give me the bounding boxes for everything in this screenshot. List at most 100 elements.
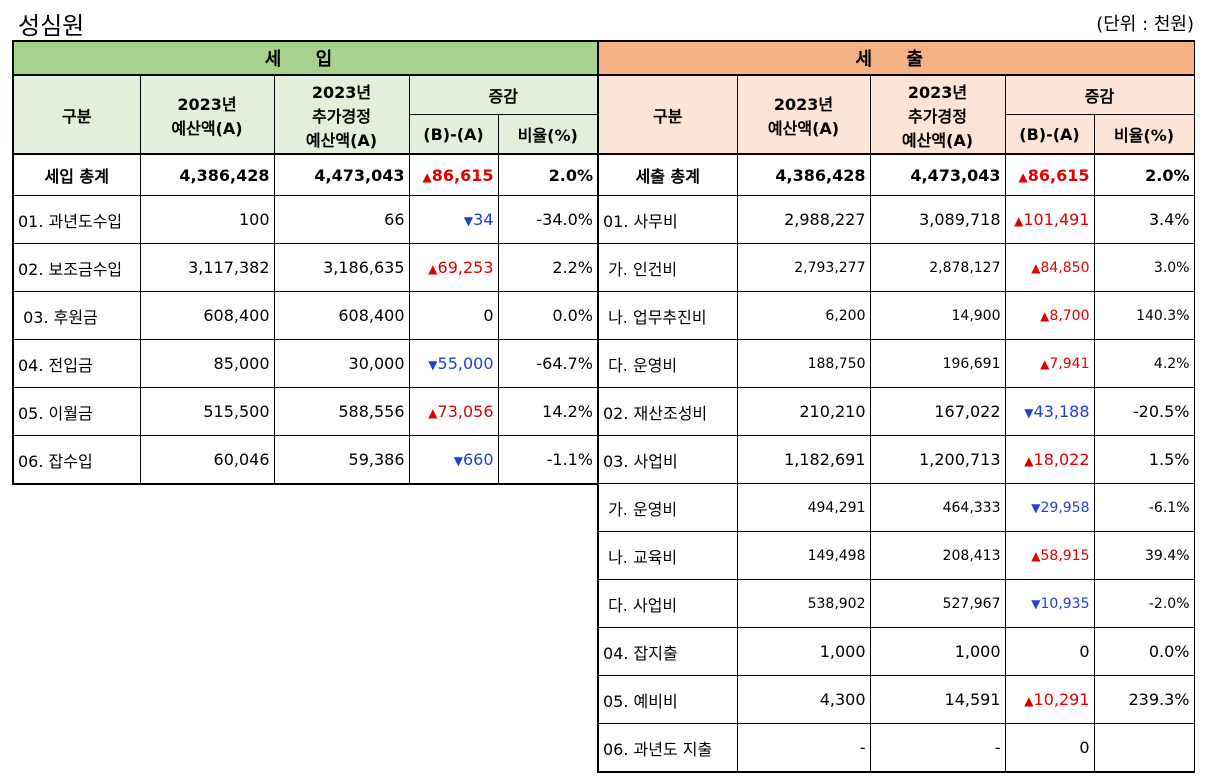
unit-label: (단위 : 천원) (1096, 14, 1194, 35)
row-diff: ▼10,935 (1004, 579, 1095, 628)
change-value: 7,941 (1049, 355, 1090, 372)
row-budget: 60,046 (139, 435, 275, 485)
table-row: 02. 재산조성비 210,210 167,022 ▼43,188 -20.5% (597, 387, 1195, 436)
increase-arrow-icon: ▲ (428, 262, 438, 276)
row-supp: 59,386 (273, 435, 410, 485)
table-row: 02. 보조금수입 3,117,382 3,186,635 ▲69,253 2.2% (12, 243, 599, 292)
row-ratio: -6.1% (1093, 483, 1195, 532)
change-value: 69,253 (437, 258, 494, 277)
income-header: 세 입 (12, 40, 599, 76)
row-ratio: -1.1% (497, 435, 599, 485)
change-value: 58,915 (1040, 547, 1090, 564)
row-label: 05. 이월금 (12, 387, 141, 436)
col-category: 구분 (12, 74, 141, 155)
row-ratio: 39.4% (1093, 531, 1195, 580)
row-diff: ▲101,491 (1004, 195, 1095, 244)
row-budget: 210,210 (736, 387, 871, 436)
row-label: 다. 사업비 (597, 579, 738, 628)
increase-arrow-icon: ▲ (1024, 454, 1034, 468)
change-value: 8,700 (1049, 307, 1090, 324)
row-ratio: 4.2% (1093, 339, 1195, 388)
row-ratio: 239.3% (1093, 675, 1195, 724)
row-diff: ▲7,941 (1004, 339, 1095, 388)
row-budget: 4,386,428 (139, 153, 275, 196)
col-diff: (B)-(A) (1004, 114, 1095, 155)
row-ratio: 1.5% (1093, 435, 1195, 484)
income-table: 세 입 구분 2023년 예산액(A) 2023년 추가경정 예산액(A) 증감 (B… (12, 40, 599, 485)
row-supp: 14,900 (869, 291, 1006, 340)
row-label: 가. 인건비 (597, 243, 738, 292)
row-supp: 527,967 (869, 579, 1006, 628)
col-supp: 2023년 추가경정 예산액(A) (273, 74, 410, 155)
increase-arrow-icon: ▲ (1014, 214, 1024, 228)
row-diff: 0 (1004, 627, 1095, 676)
row-label: 04. 전입금 (12, 339, 141, 388)
decrease-arrow-icon: ▼ (428, 358, 438, 372)
row-diff: ▲84,850 (1004, 243, 1095, 292)
row-diff: ▼43,188 (1004, 387, 1095, 436)
decrease-arrow-icon: ▼ (463, 214, 474, 228)
row-diff: ▼660 (408, 435, 499, 485)
row-diff: ▲86,615 (408, 153, 499, 196)
row-ratio (1093, 723, 1195, 773)
row-label: 01. 과년도수입 (12, 195, 141, 244)
income-total-row: 세입 총계 4,386,428 4,473,043 ▲86,615 2.0% (12, 153, 599, 196)
row-budget: 2,793,277 (736, 243, 871, 292)
row-budget: 608,400 (139, 291, 275, 340)
row-ratio: 0.0% (497, 291, 599, 340)
row-label: 03. 후원금 (12, 291, 141, 340)
row-label: 나. 교육비 (597, 531, 738, 580)
row-label: 01. 사무비 (597, 195, 738, 244)
col-budget: 2023년 예산액(A) (736, 74, 871, 155)
table-row: 다. 사업비 538,902 527,967 ▼10,935 -2.0% (597, 579, 1195, 628)
row-ratio: 2.0% (1093, 153, 1195, 196)
row-supp: 2,878,127 (869, 243, 1006, 292)
row-budget: - (736, 723, 871, 773)
row-label: 06. 잡수입 (12, 435, 141, 485)
row-budget: 1,000 (736, 627, 871, 676)
row-label: 가. 운영비 (597, 483, 738, 532)
col-supp: 2023년 추가경정 예산액(A) (869, 74, 1006, 155)
change-value: 0 (483, 306, 494, 325)
row-label: 세입 총계 (12, 153, 141, 196)
change-value: 86,615 (431, 165, 494, 185)
row-ratio: -2.0% (1093, 579, 1195, 628)
change-value: 101,491 (1023, 210, 1090, 229)
change-value: 10,291 (1033, 690, 1090, 709)
table-row: 01. 과년도수입 100 66 ▼34 -34.0% (12, 195, 599, 244)
row-ratio: 14.2% (497, 387, 599, 436)
row-diff: ▼29,958 (1004, 483, 1095, 532)
row-label: 다. 운영비 (597, 339, 738, 388)
change-value: 73,056 (437, 402, 494, 421)
change-value: 660 (462, 450, 494, 469)
table-row: 가. 인건비 2,793,277 2,878,127 ▲84,850 3.0% (597, 243, 1195, 292)
increase-arrow-icon: ▲ (1040, 356, 1050, 371)
increase-arrow-icon: ▲ (422, 169, 432, 184)
col-diff: (B)-(A) (408, 114, 499, 155)
row-ratio: 3.4% (1093, 195, 1195, 244)
col-ratio: 비율(%) (1093, 114, 1195, 155)
row-supp: - (869, 723, 1006, 773)
row-budget: 4,300 (736, 675, 871, 724)
expense-total-row: 세출 총계 4,386,428 4,473,043 ▲86,615 2.0% (597, 153, 1195, 196)
row-label: 04. 잡지출 (597, 627, 738, 676)
row-label: 02. 보조금수입 (12, 243, 141, 292)
row-supp: 196,691 (869, 339, 1006, 388)
row-supp: 464,333 (869, 483, 1006, 532)
row-supp: 588,556 (273, 387, 410, 436)
row-ratio: 140.3% (1093, 291, 1195, 340)
row-ratio: 2.2% (497, 243, 599, 292)
row-ratio: -34.0% (497, 195, 599, 244)
row-supp: 208,413 (869, 531, 1006, 580)
row-label: 06. 과년도 지출 (597, 723, 738, 773)
row-diff: ▼34 (408, 195, 499, 244)
row-ratio: -64.7% (497, 339, 599, 388)
change-value: 0 (1079, 738, 1090, 757)
row-budget: 494,291 (736, 483, 871, 532)
increase-arrow-icon: ▲ (428, 406, 438, 420)
table-row: 05. 예비비 4,300 14,591 ▲10,291 239.3% (597, 675, 1195, 724)
decrease-arrow-icon: ▼ (1031, 500, 1041, 515)
table-row: 04. 잡지출 1,000 1,000 0 0.0% (597, 627, 1195, 676)
row-ratio: 0.0% (1093, 627, 1195, 676)
row-budget: 2,988,227 (736, 195, 871, 244)
